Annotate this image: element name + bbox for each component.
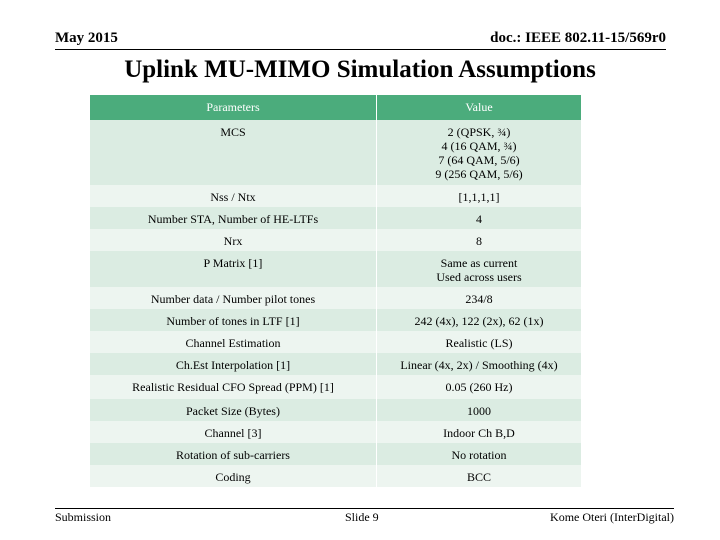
value-cell: 8 xyxy=(376,229,581,251)
value-line: 0.05 (260 Hz) xyxy=(445,380,513,394)
table-row: Packet Size (Bytes) 1000 xyxy=(90,399,581,421)
header-date: May 2015 xyxy=(55,30,118,46)
value-line: Same as current xyxy=(440,256,518,270)
value-cell: BCC xyxy=(376,465,581,487)
parameter-cell: Number STA, Number of HE-LTFs xyxy=(90,207,376,229)
value-line: No rotation xyxy=(451,448,507,462)
table-row: Nss / Ntx [1,1,1,1] xyxy=(90,185,581,207)
assumptions-table: Parameters Value MCS 2 (QPSK, ¾) 4 (16 QAM… xyxy=(90,95,581,487)
value-line: Realistic (LS) xyxy=(445,336,513,350)
value-line: Indoor Ch B,D xyxy=(443,426,515,440)
value-cell: 234/8 xyxy=(376,287,581,309)
value-cell: No rotation xyxy=(376,443,581,465)
value-line: 234/8 xyxy=(465,292,493,306)
parameter-cell: Realistic Residual CFO Spread (PPM) [1] xyxy=(90,375,376,399)
value-line: 242 (4x), 122 (2x), 62 (1x) xyxy=(414,314,544,328)
parameter-cell: Nrx xyxy=(90,229,376,251)
value-line: 4 xyxy=(476,212,482,226)
value-cell: 242 (4x), 122 (2x), 62 (1x) xyxy=(376,309,581,331)
header-divider xyxy=(55,49,666,50)
table-row: Realistic Residual CFO Spread (PPM) [1] 0… xyxy=(90,375,581,399)
value-line: 9 (256 QAM, 5/6) xyxy=(435,167,523,181)
parameter-cell: Nss / Ntx xyxy=(90,185,376,207)
parameter-cell: P Matrix [1] xyxy=(90,251,376,287)
value-line: Used across users xyxy=(436,270,522,284)
table-header-row: Parameters Value xyxy=(90,95,581,120)
value-line: Linear (4x, 2x) / Smoothing (4x) xyxy=(400,358,558,372)
slide-title: Uplink MU-MIMO Simulation Assumptions xyxy=(124,56,596,83)
value-cell: 4 xyxy=(376,207,581,229)
column-header-parameters: Parameters xyxy=(90,95,376,120)
parameter-cell: Packet Size (Bytes) xyxy=(90,399,376,421)
footer-divider xyxy=(55,508,674,509)
parameter-cell: Rotation of sub-carriers xyxy=(90,443,376,465)
table-row: Channel Estimation Realistic (LS) xyxy=(90,331,581,353)
parameter-cell: Channel Estimation xyxy=(90,331,376,353)
table-row: Number of tones in LTF [1] 242 (4x), 122 … xyxy=(90,309,581,331)
parameter-cell: Number of tones in LTF [1] xyxy=(90,309,376,331)
value-cell: [1,1,1,1] xyxy=(376,185,581,207)
header-doc-id: doc.: IEEE 802.11-15/569r0 xyxy=(490,30,666,46)
table-body: MCS 2 (QPSK, ¾) 4 (16 QAM, ¾) 7 (64 QAM, 5/… xyxy=(90,120,581,487)
table-row: Rotation of sub-carriers No rotation xyxy=(90,443,581,465)
table-row: Number data / Number pilot tones 234/8 xyxy=(90,287,581,309)
parameter-cell: Coding xyxy=(90,465,376,487)
value-line: BCC xyxy=(466,470,491,484)
footer-submission: Submission xyxy=(55,510,112,524)
column-header-value: Value xyxy=(376,95,581,120)
table-row: P Matrix [1] Same as current Used across u… xyxy=(90,251,581,287)
table-row: Ch.Est Interpolation [1] Linear (4x, 2x) … xyxy=(90,353,581,375)
value-line: 7 (64 QAM, 5/6) xyxy=(438,153,520,167)
table-row: MCS 2 (QPSK, ¾) 4 (16 QAM, ¾) 7 (64 QAM, 5/… xyxy=(90,120,581,185)
value-cell: 0.05 (260 Hz) xyxy=(376,375,581,399)
footer-author: Kome Oteri (InterDigital) xyxy=(550,510,674,524)
table-row: Channel [3] Indoor Ch B,D xyxy=(90,421,581,443)
value-line: 1000 xyxy=(467,404,491,418)
parameter-cell: Channel [3] xyxy=(90,421,376,443)
value-cell: Linear (4x, 2x) / Smoothing (4x) xyxy=(376,353,581,375)
footer-slide-number: Slide 9 xyxy=(345,510,379,524)
table-row: Coding BCC xyxy=(90,465,581,487)
value-line: 8 xyxy=(476,234,482,248)
value-cell: Realistic (LS) xyxy=(376,331,581,353)
value-line: 2 (QPSK, ¾) xyxy=(447,125,511,139)
value-line: [1,1,1,1] xyxy=(458,190,500,204)
value-line: 4 (16 QAM, ¾) xyxy=(441,139,517,153)
parameter-cell: Number data / Number pilot tones xyxy=(90,287,376,309)
value-cell: 2 (QPSK, ¾) 4 (16 QAM, ¾) 7 (64 QAM, 5/6) 9… xyxy=(376,120,581,185)
parameter-cell: MCS xyxy=(90,120,376,185)
table-row: Nrx 8 xyxy=(90,229,581,251)
value-cell: 1000 xyxy=(376,399,581,421)
table-row: Number STA, Number of HE-LTFs 4 xyxy=(90,207,581,229)
value-cell: Same as current Used across users xyxy=(376,251,581,287)
value-cell: Indoor Ch B,D xyxy=(376,421,581,443)
parameter-cell: Ch.Est Interpolation [1] xyxy=(90,353,376,375)
